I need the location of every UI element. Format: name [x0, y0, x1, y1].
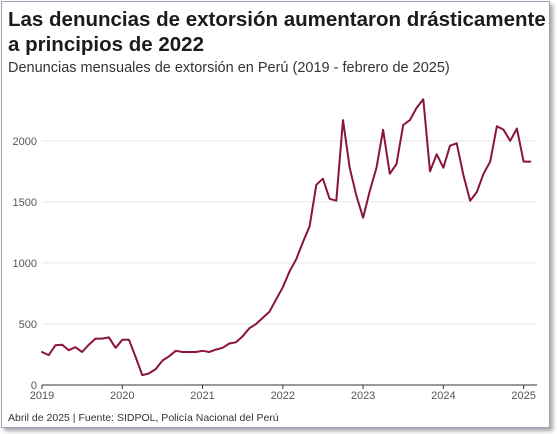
y-tick-label: 2000	[13, 136, 37, 148]
y-tick-label: 0	[31, 380, 37, 392]
x-tick-label: 2024	[431, 390, 455, 402]
y-tick-label: 500	[19, 319, 37, 331]
x-tick-label: 2023	[351, 390, 375, 402]
y-tick-label: 1000	[13, 258, 37, 270]
x-tick-label: 2021	[190, 390, 214, 402]
x-tick-label: 2020	[110, 390, 134, 402]
x-tick-label: 2025	[511, 390, 535, 402]
x-tick-label: 2019	[30, 390, 54, 402]
chart-frame	[1, 1, 550, 428]
chart-subtitle: Denuncias mensuales de extorsión en Perú…	[8, 60, 450, 76]
chart-title: Las denuncias de extorsión aumentaron dr…	[8, 8, 546, 56]
x-tick-label: 2022	[271, 390, 295, 402]
y-tick-label: 1500	[13, 197, 37, 209]
series-line	[41, 98, 532, 377]
source-note: Abril de 2025 | Fuente: SIDPOL, Policía …	[8, 412, 279, 424]
